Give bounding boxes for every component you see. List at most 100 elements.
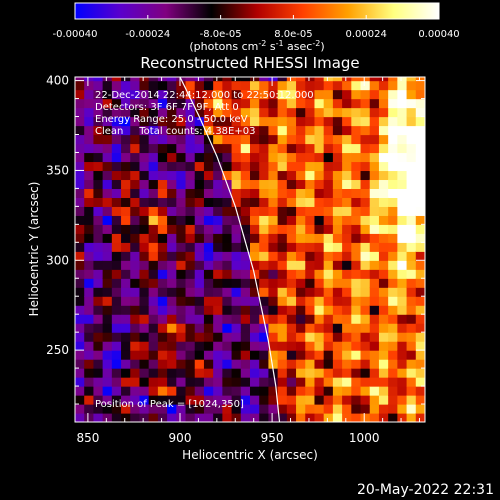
heatmap-pixel (75, 341, 85, 351)
heatmap-pixel (240, 341, 251, 351)
heatmap-pixel (167, 242, 177, 252)
heatmap-pixel (84, 152, 95, 163)
heatmap-pixel (259, 296, 270, 306)
heatmap-pixel (194, 413, 205, 422)
heatmap-pixel (75, 323, 85, 333)
heatmap-pixel (240, 368, 251, 378)
heatmap-pixel (378, 233, 389, 243)
heatmap-pixel (139, 197, 150, 207)
heatmap-pixel (351, 215, 362, 225)
heatmap-pixel (332, 350, 343, 360)
heatmap-pixel (121, 170, 131, 181)
heatmap-pixel (167, 77, 177, 82)
heatmap-pixel (397, 323, 408, 333)
heatmap-pixel (139, 161, 150, 172)
heatmap-pixel (213, 251, 223, 261)
heatmap-pixel (268, 251, 279, 261)
heatmap-pixel (157, 116, 168, 127)
heatmap-pixel (176, 377, 187, 387)
heatmap-pixel (360, 161, 371, 172)
heatmap-pixel (415, 386, 425, 396)
heatmap-pixel (148, 188, 159, 198)
heatmap-pixel (378, 206, 389, 216)
heatmap-pixel (185, 278, 196, 288)
heatmap-pixel (369, 161, 380, 172)
heatmap-pixel (360, 224, 371, 234)
heatmap-pixel (286, 152, 297, 163)
heatmap-pixel (259, 188, 270, 198)
heatmap-pixel (323, 269, 334, 279)
heatmap-pixel (360, 206, 371, 216)
heatmap-pixel (397, 170, 408, 181)
heatmap-pixel (360, 215, 371, 225)
heatmap-pixel (332, 107, 343, 118)
heatmap-pixel (342, 134, 352, 145)
heatmap-pixel (111, 386, 122, 396)
heatmap-pixel (286, 368, 297, 378)
heatmap-pixel (111, 305, 122, 315)
heatmap-pixel (332, 260, 343, 270)
heatmap-pixel (378, 251, 389, 261)
heatmap-pixel (121, 134, 131, 145)
heatmap-pixel (139, 89, 150, 100)
heatmap-pixel (296, 359, 306, 369)
heatmap-pixel (286, 269, 297, 279)
heatmap-pixel (296, 314, 306, 324)
heatmap-pixel (111, 98, 122, 109)
heatmap-pixel (130, 278, 141, 288)
x-axis-label: Heliocentric X (arcsec) (182, 448, 318, 462)
heatmap-pixel (369, 278, 380, 288)
heatmap-pixel (194, 332, 205, 342)
heatmap-pixel (277, 134, 288, 145)
heatmap-pixel (250, 386, 260, 396)
heatmap-pixel (167, 89, 177, 100)
heatmap-pixel (360, 278, 371, 288)
heatmap-pixel (130, 134, 141, 145)
heatmap-pixel (93, 377, 104, 387)
heatmap-pixel (369, 413, 380, 422)
heatmap-pixel (268, 386, 279, 396)
heatmap-pixel (268, 233, 279, 243)
heatmap-pixel (93, 314, 104, 324)
heatmap-pixel (277, 260, 288, 270)
heatmap-pixel (296, 77, 306, 82)
heatmap-pixel (167, 395, 177, 405)
heatmap-pixel (250, 125, 260, 136)
heatmap-pixel (388, 242, 398, 252)
heatmap-pixel (415, 125, 425, 136)
heatmap-pixel (75, 332, 85, 342)
heatmap-pixel (397, 359, 408, 369)
heatmap-pixel (185, 233, 196, 243)
heatmap-pixel (296, 134, 306, 145)
heatmap-pixel (305, 125, 316, 136)
heatmap-pixel (388, 134, 398, 145)
heatmap-pixel (342, 188, 352, 198)
heatmap-pixel (231, 134, 242, 145)
heatmap-pixel (222, 233, 233, 243)
colorbar-tick-label: -8.0e-05 (200, 29, 242, 40)
heatmap-pixel (323, 314, 334, 324)
heatmap-pixel (93, 296, 104, 306)
heatmap-pixel (388, 395, 398, 405)
heatmap-pixel (176, 386, 187, 396)
heatmap-pixel (268, 143, 279, 154)
heatmap-pixel (84, 395, 95, 405)
heatmap-pixel (259, 386, 270, 396)
heatmap-pixel (75, 314, 85, 324)
heatmap-pixel (167, 188, 177, 198)
heatmap-pixel (259, 323, 270, 333)
heatmap-pixel (415, 77, 425, 82)
heatmap-pixel (369, 134, 380, 145)
heatmap-pixel (203, 251, 214, 261)
heatmap-pixel (75, 251, 85, 261)
heatmap-pixel (351, 77, 362, 82)
heatmap-pixel (314, 296, 325, 306)
heatmap-pixel (415, 98, 425, 109)
heatmap-pixel (93, 215, 104, 225)
heatmap-pixel (203, 260, 214, 270)
heatmap-pixel (148, 413, 159, 422)
heatmap-pixel (415, 269, 425, 279)
heatmap-pixel (102, 341, 113, 351)
heatmap-pixel (388, 161, 398, 172)
